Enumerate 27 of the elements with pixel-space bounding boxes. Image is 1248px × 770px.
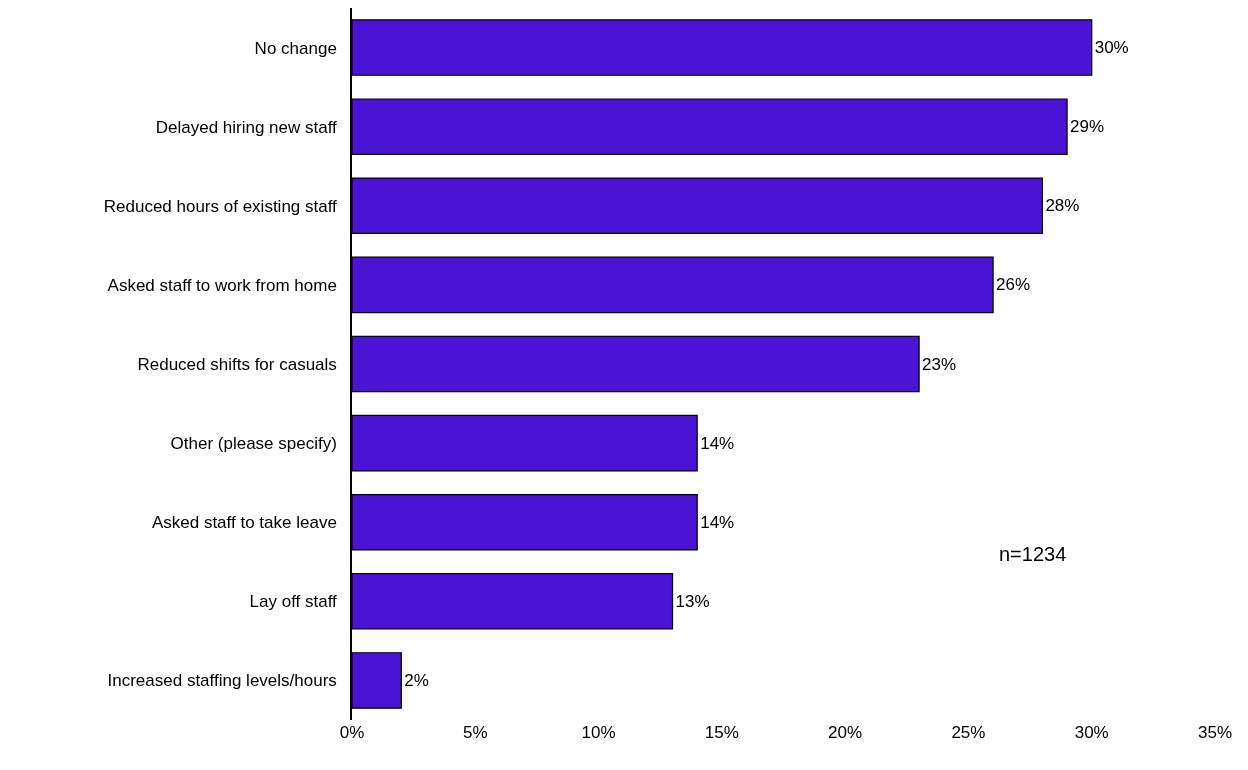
y-tick-label: Other (please specify): [170, 434, 337, 454]
y-tick-label: Reduced hours of existing staff: [103, 196, 338, 216]
data-label: 30%: [1094, 38, 1129, 58]
y-tick-label: Asked staff to work from home: [107, 275, 337, 295]
x-tick-label: 35%: [1197, 723, 1233, 742]
data-label: 14%: [700, 433, 735, 453]
y-tick-label: No change: [254, 38, 337, 58]
x-tick-label: 25%: [951, 723, 986, 742]
y-tick-label: Reduced shifts for casuals: [137, 354, 337, 374]
x-tick-label: 20%: [828, 723, 863, 742]
x-tick-label: 15%: [704, 723, 739, 742]
x-tick-label: 10%: [581, 723, 616, 742]
data-label: 2%: [404, 670, 429, 690]
y-tick-label: Delayed hiring new staff: [155, 117, 338, 137]
annotation: n=1234: [999, 543, 1067, 565]
data-label: 13%: [675, 591, 710, 611]
y-tick-label: Increased staffing levels/hours: [107, 671, 337, 691]
data-label: 14%: [700, 512, 735, 532]
y-tick-label: Asked staff to take leave: [151, 513, 337, 533]
x-tick-label: 0%: [339, 723, 365, 742]
x-tick-label: 5%: [463, 723, 488, 742]
data-label: 23%: [922, 354, 957, 374]
data-label: 28%: [1045, 196, 1080, 216]
x-tick-label: 30%: [1074, 723, 1109, 742]
data-label: 29%: [1070, 117, 1105, 137]
y-tick-label: Lay off staff: [249, 592, 338, 612]
data-label: 26%: [996, 275, 1031, 295]
